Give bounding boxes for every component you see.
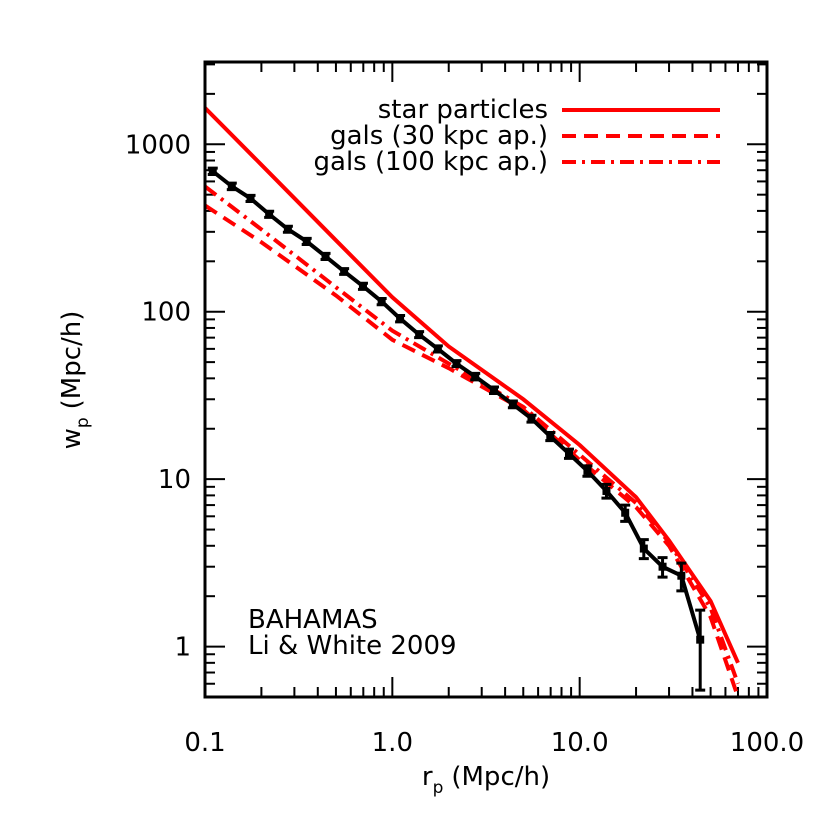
y-tick-label: 1000 [125,130,191,160]
data-point [471,372,480,381]
data-point [321,252,330,261]
data-point [546,432,555,441]
data-point [283,225,292,234]
data-point [696,635,705,644]
data-point [377,297,386,306]
data-point [302,237,311,246]
y-tick-label: 100 [141,298,191,328]
x-tick-label: 10.0 [551,728,609,758]
legend-label: gals (100 kpc ap.) [314,147,548,177]
x-label-unit: (Mpc/h) [451,762,550,792]
data-point [527,414,536,423]
y-axis-label: wp (Mpc/h) [57,311,93,450]
error-bar [695,608,706,692]
data-point [433,344,442,353]
data-point [340,267,349,276]
data-point [621,508,630,517]
y-label-main: w [57,428,87,449]
x-label-sub: p [433,778,444,798]
y-tick-label: 1 [174,633,191,663]
data-point [358,282,367,291]
series-line [205,203,740,697]
data-point [583,466,592,475]
legend-label: gals (30 kpc ap.) [330,121,548,151]
plot-frame [203,60,769,699]
data-point [508,400,517,409]
data-point [490,386,499,395]
data-point [415,330,424,339]
x-tick-label: 0.1 [184,728,225,758]
annotation: BAHAMAS [248,605,378,635]
y-label-unit: (Mpc/h) [57,311,87,410]
annotation: Li & White 2009 [248,631,457,661]
data-point [208,167,217,176]
data-point [602,486,611,495]
legend-label: star particles [378,95,548,125]
data-point [227,182,236,191]
data-point [658,562,667,571]
y-tick-label: 10 [158,465,191,495]
data-point [452,359,461,368]
data-point [564,449,573,458]
data-point [677,571,686,580]
data-point [396,314,405,323]
x-label-main: r [422,762,433,792]
y-label-sub: p [73,417,93,428]
data-point [639,544,648,553]
data-point [265,210,274,219]
x-tick-label: 1.0 [372,728,413,758]
x-tick-label: 100.0 [730,728,804,758]
data-point [246,194,255,203]
x-axis-label: rp (Mpc/h) [422,762,550,798]
